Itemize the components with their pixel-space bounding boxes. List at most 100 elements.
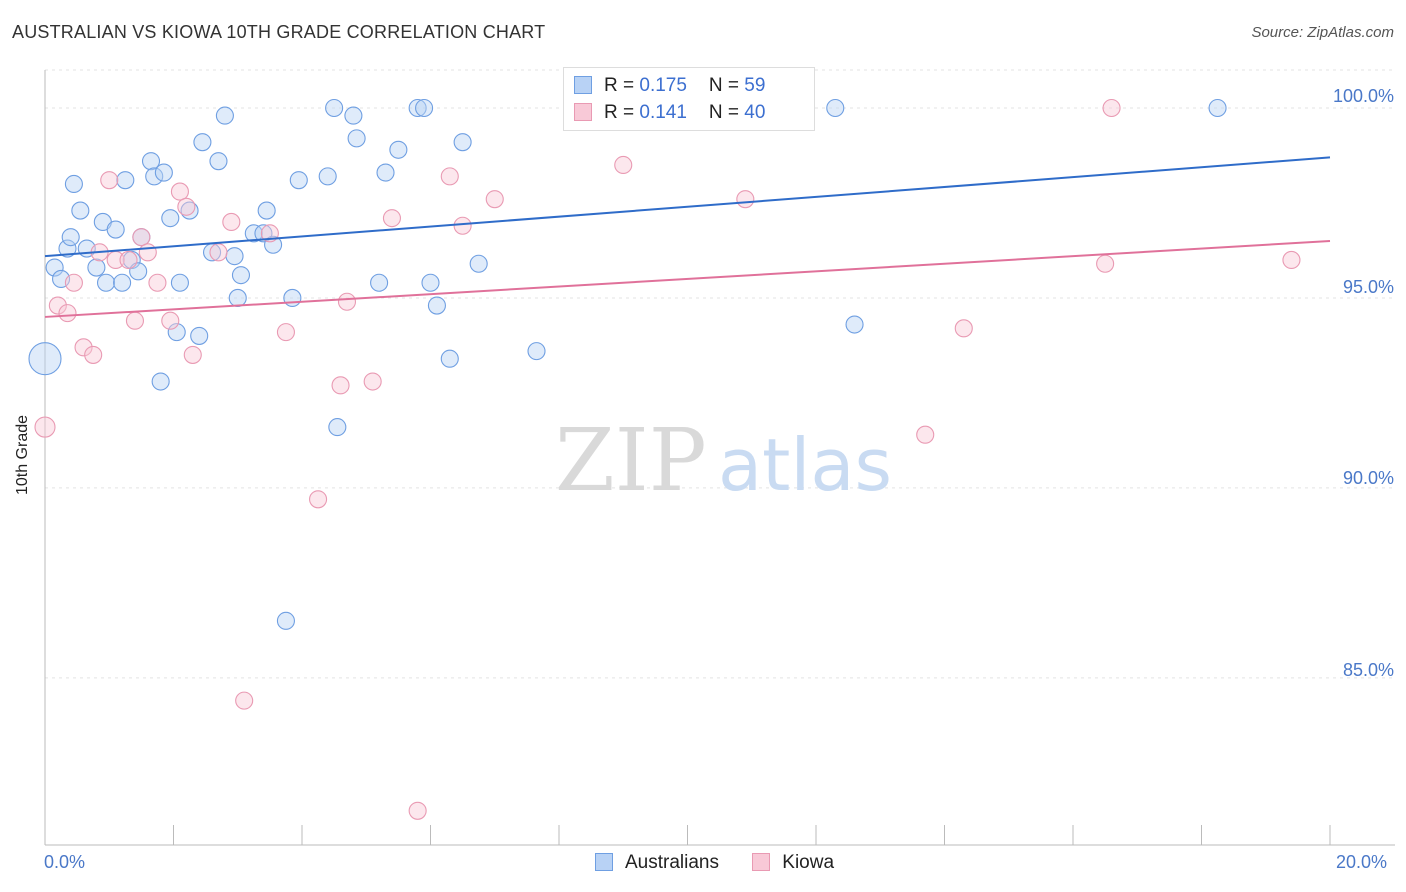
australians-point bbox=[289, 171, 308, 190]
australians-point bbox=[427, 296, 446, 315]
kiowa-point bbox=[614, 155, 633, 175]
australians-point bbox=[145, 167, 164, 186]
australians-point bbox=[96, 273, 116, 292]
australians-point bbox=[190, 326, 209, 345]
kiowa-point bbox=[125, 311, 144, 330]
legend-item-australians: Australians bbox=[595, 852, 719, 874]
y-tick-label-90: 90.0% bbox=[1342, 468, 1394, 488]
kiowa-point bbox=[408, 801, 427, 820]
australians-point bbox=[58, 239, 77, 258]
kiowa-swatch bbox=[574, 103, 592, 121]
kiowa-point bbox=[119, 250, 138, 270]
kiowa-point bbox=[382, 209, 402, 228]
australians-point bbox=[154, 163, 173, 182]
kiowa-point bbox=[48, 296, 67, 315]
kiowa-point bbox=[453, 216, 472, 235]
kiowa-point bbox=[209, 243, 228, 262]
australians-point bbox=[228, 288, 247, 307]
australians-point bbox=[1208, 98, 1227, 118]
australians-point bbox=[161, 209, 180, 228]
australians-point bbox=[527, 342, 546, 361]
chart-title: AUSTRALIAN VS KIOWA 10TH GRADE CORRELATI… bbox=[12, 22, 546, 42]
australians-point bbox=[87, 258, 106, 277]
y-tick-label-85: 85.0% bbox=[1342, 660, 1394, 680]
australians-point bbox=[45, 258, 64, 277]
kiowa-point bbox=[235, 691, 254, 710]
australians-points bbox=[28, 98, 1227, 630]
australians-point bbox=[415, 98, 434, 118]
kiowa-point bbox=[363, 372, 382, 391]
kiowa-point bbox=[331, 376, 350, 395]
kiowa-point bbox=[74, 338, 93, 357]
australians-point bbox=[264, 235, 283, 254]
kiowa-r-value: 0.141 bbox=[639, 102, 687, 123]
australians-point bbox=[370, 273, 389, 292]
kiowa-n-value: 40 bbox=[744, 102, 766, 123]
kiowa-point bbox=[276, 323, 295, 342]
legend-row-kiowa: R = 0.141 N = 40 bbox=[574, 102, 765, 126]
y-tick-label-95: 95.0% bbox=[1342, 277, 1394, 297]
kiowa-point bbox=[1282, 250, 1301, 270]
australians-point bbox=[826, 98, 845, 118]
y-tick-label-100: 100.0% bbox=[1332, 86, 1394, 106]
trend-lines bbox=[44, 156, 1331, 318]
australians-point bbox=[283, 288, 302, 307]
x-tick-label-max: 20.0% bbox=[1336, 852, 1388, 872]
australians-point bbox=[276, 611, 295, 630]
australians-point bbox=[106, 220, 125, 239]
australians-point bbox=[421, 273, 440, 292]
australians-point bbox=[151, 372, 170, 391]
australians-n-value: 59 bbox=[744, 75, 766, 96]
australians-point bbox=[113, 273, 132, 292]
australians-trend-line bbox=[44, 156, 1331, 258]
australians-point bbox=[225, 247, 244, 266]
kiowa-point bbox=[34, 416, 56, 438]
watermark: ZIP atlas bbox=[555, 411, 892, 511]
kiowa-point bbox=[64, 273, 83, 292]
kiowa-point bbox=[309, 490, 328, 509]
australians-legend-swatch bbox=[595, 853, 613, 871]
australians-point bbox=[193, 133, 212, 152]
australians-point bbox=[257, 201, 276, 220]
australians-r-value: 0.175 bbox=[639, 75, 687, 96]
australians-point bbox=[845, 315, 864, 334]
australians-point bbox=[318, 167, 337, 186]
australians-point bbox=[376, 163, 395, 182]
australians-point bbox=[64, 174, 83, 194]
kiowa-trend-line bbox=[44, 239, 1331, 318]
kiowa-point bbox=[183, 345, 202, 364]
australians-point bbox=[328, 418, 347, 437]
kiowa-point bbox=[485, 190, 504, 209]
australians-point bbox=[453, 133, 472, 152]
australians-point bbox=[116, 171, 135, 190]
x-tick-label-min: 0.0% bbox=[44, 852, 86, 872]
australians-point bbox=[167, 323, 186, 342]
kiowa-point bbox=[337, 292, 357, 311]
axes bbox=[44, 70, 1395, 846]
kiowa-point bbox=[58, 304, 77, 323]
kiowa-point bbox=[84, 345, 103, 364]
stats-legend: R = 0.175 N = 59 R = 0.141 N = 40 bbox=[563, 67, 815, 131]
australians-point bbox=[344, 106, 363, 125]
y-axis-label: 10th Grade bbox=[14, 414, 31, 496]
kiowa-point bbox=[148, 273, 167, 292]
kiowa-point bbox=[177, 197, 196, 216]
australians-point bbox=[347, 129, 366, 148]
kiowa-point bbox=[138, 243, 157, 262]
australians-point bbox=[28, 342, 62, 376]
kiowa-point bbox=[1102, 98, 1121, 118]
kiowa-point bbox=[954, 319, 973, 338]
australians-point bbox=[209, 152, 228, 171]
australians-point bbox=[389, 140, 408, 159]
australians-point bbox=[61, 228, 80, 247]
australians-point bbox=[469, 254, 488, 273]
kiowa-point bbox=[100, 171, 119, 190]
legend-row-australians: R = 0.175 N = 59 bbox=[574, 75, 765, 99]
australians-point bbox=[231, 266, 251, 285]
watermark-zip: ZIP bbox=[555, 411, 707, 511]
australians-point bbox=[244, 224, 263, 243]
australians-swatch bbox=[574, 76, 592, 94]
australians-point bbox=[71, 201, 90, 220]
kiowa-point bbox=[161, 311, 180, 330]
kiowa-point bbox=[736, 190, 755, 209]
